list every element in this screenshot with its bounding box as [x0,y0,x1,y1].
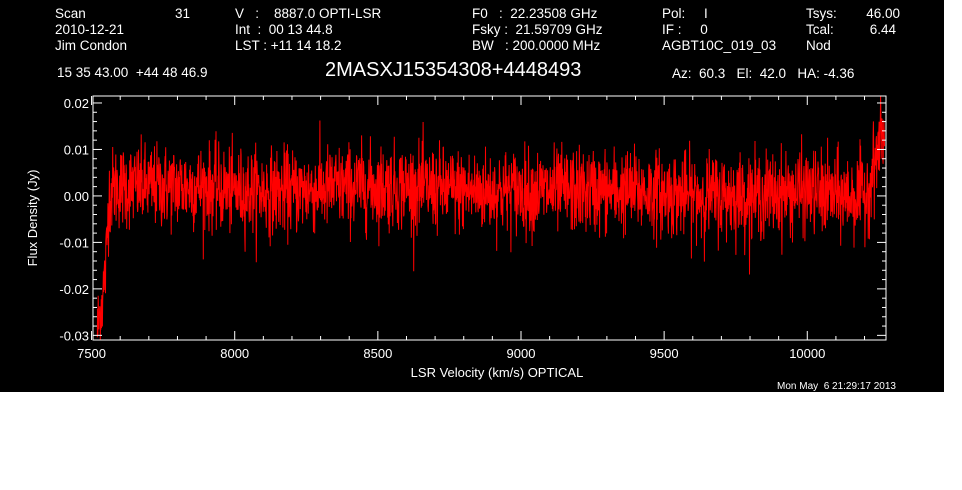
y-tick-label: -0.01 [59,235,89,250]
rest-frequency-readout: F0 : 22.23508 GHz [472,6,598,21]
x-tick-label: 8500 [363,346,392,361]
sky-frequency-readout: Fsky : 21.59709 GHz [472,22,603,37]
spectrum-plot-panel: Scan 31 2010-12-21 Jim Condon V : 8887.0… [0,0,944,392]
y-tick-label: 0.02 [64,96,89,111]
x-axis-label: LSR Velocity (km/s) OPTICAL [411,365,584,380]
x-tick-label: 7500 [77,346,106,361]
x-tick-label: 9500 [650,346,679,361]
plot-frame [92,95,887,341]
spectrum-trace-layer [96,95,886,341]
observation-date: 2010-12-21 [55,22,125,37]
spectrum-chart: 7500 8000 8500 9000 9500 10000 0.02 0.01 0.00 -0.… [25,95,887,380]
pointing-readout: Az: 60.3 El: 42.0 HA: -4.36 [672,66,855,81]
y-tick-label: -0.02 [59,282,89,297]
velocity-readout: V : 8887.0 OPTI-LSR [235,6,382,21]
observer-name: Jim Condon [55,38,128,53]
if-readout: IF : 0 [662,22,708,37]
source-coordinates: 15 35 43.00 +44 48 46.9 [57,65,208,80]
tsys-value: 46.00 [866,6,900,21]
lst-readout: LST : +11 14 18.2 [235,38,342,53]
scan-label: Scan [55,6,86,21]
polarization-readout: Pol: I [662,6,708,21]
y-tick-label: -0.03 [59,328,89,343]
tsys-label: Tsys: [806,6,837,21]
source-name: 2MASXJ15354308+4448493 [325,59,582,81]
y-tick-label: 0.01 [64,142,89,157]
scan-number: 31 [174,6,190,21]
x-tick-label: 10000 [789,346,825,361]
spectrum-line [96,95,886,341]
bandwidth-readout: BW : 200.0000 MHz [472,38,601,53]
tcal-label: Tcal: [806,22,834,37]
plot-timestamp: Mon May 6 21:29:17 2013 [777,381,896,392]
tcal-value: 6.44 [869,22,896,37]
switching-mode: Nod [806,38,831,53]
y-tick-label: 0.00 [64,189,89,204]
integration-time-readout: Int : 00 13 44.8 [235,22,333,37]
x-tick-label: 9000 [507,346,536,361]
x-tick-label: 8000 [220,346,249,361]
axis-layer: 7500 8000 8500 9000 9500 10000 0.02 0.01 0.00 -0.… [59,96,886,361]
y-axis-label: Flux Density (Jy) [25,170,40,267]
project-id: AGBT10C_019_03 [662,38,777,53]
